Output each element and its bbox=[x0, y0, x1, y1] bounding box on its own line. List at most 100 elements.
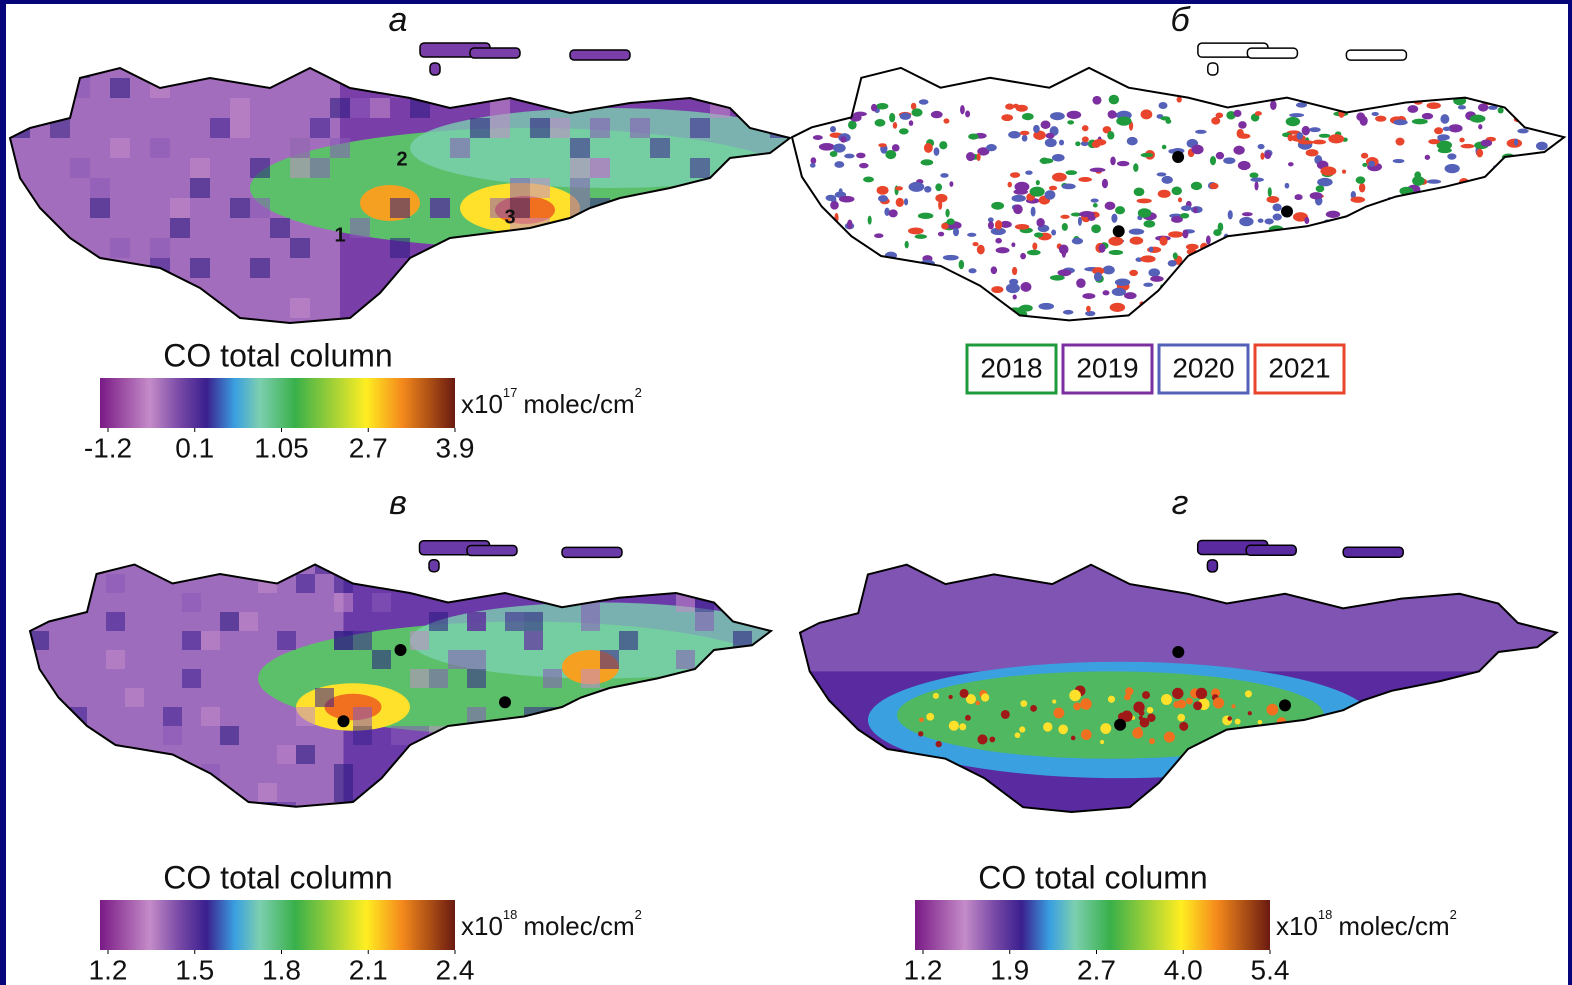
fire-spot bbox=[940, 173, 948, 178]
fire-spot bbox=[844, 154, 854, 159]
fire-spot bbox=[965, 110, 970, 117]
fire-spot bbox=[977, 245, 985, 255]
fire-spot bbox=[1260, 152, 1264, 159]
fire-spot bbox=[1133, 163, 1138, 172]
fire-spot bbox=[1310, 192, 1323, 199]
fire-spot bbox=[1143, 220, 1155, 227]
hot-spot bbox=[1030, 705, 1037, 712]
fire-spot bbox=[1124, 292, 1137, 299]
fire-spot bbox=[1031, 207, 1036, 217]
fire-spot bbox=[1328, 134, 1344, 143]
fire-spot bbox=[1109, 95, 1119, 105]
hot-spot bbox=[1235, 719, 1241, 725]
fire-spot bbox=[1210, 183, 1219, 189]
fire-spot bbox=[973, 242, 979, 246]
fire-spot bbox=[1304, 217, 1309, 224]
fire-spot bbox=[1148, 268, 1160, 277]
fire-spot bbox=[1051, 230, 1056, 236]
fire-spot bbox=[1180, 213, 1189, 219]
grid-cell bbox=[590, 118, 610, 138]
fire-spot bbox=[1041, 120, 1051, 129]
hot-spot bbox=[1172, 688, 1183, 699]
grid-cell bbox=[310, 158, 330, 178]
grid-cell bbox=[182, 669, 201, 688]
hot-spot bbox=[1139, 710, 1145, 716]
island bbox=[467, 546, 517, 556]
fire-spot bbox=[1191, 145, 1203, 155]
fire-spot bbox=[811, 157, 817, 164]
fire-spot bbox=[1140, 255, 1155, 262]
hot-spot bbox=[1193, 701, 1202, 710]
unit-name-exponent: 2 bbox=[1450, 907, 1457, 922]
colorbar-tick-label: 2.1 bbox=[349, 954, 388, 985]
site-dot bbox=[1172, 646, 1184, 658]
grid-cell bbox=[170, 218, 190, 238]
grid-cell bbox=[90, 178, 110, 198]
fire-spot bbox=[1090, 168, 1106, 173]
colorbar-tick-label: 1.2 bbox=[89, 954, 128, 985]
grid-cell bbox=[430, 198, 450, 218]
site-dot bbox=[1172, 151, 1184, 163]
fire-spot bbox=[1250, 177, 1263, 181]
fire-spot bbox=[1117, 161, 1129, 166]
fire-spot bbox=[905, 241, 909, 248]
fire-spot bbox=[1206, 235, 1211, 244]
fire-spot bbox=[1102, 290, 1109, 295]
fire-spot bbox=[1461, 144, 1475, 148]
fire-spot bbox=[1191, 182, 1202, 190]
fire-spot bbox=[1270, 100, 1277, 110]
grid-cell bbox=[296, 574, 315, 593]
grid-cell bbox=[581, 669, 600, 688]
colorbar-tick-label: 1.05 bbox=[254, 432, 309, 463]
fire-spot bbox=[885, 150, 896, 159]
grid-cell bbox=[296, 745, 315, 764]
fire-spot bbox=[968, 268, 976, 273]
hot-spot bbox=[1020, 700, 1027, 707]
fire-spot bbox=[1297, 132, 1303, 139]
fire-spot bbox=[1440, 114, 1449, 124]
fire-spot bbox=[939, 141, 947, 149]
grid-cell bbox=[650, 138, 670, 158]
fire-spot bbox=[1085, 311, 1095, 316]
hot-spot bbox=[1196, 688, 1207, 699]
unit-name: molec/cm bbox=[523, 389, 634, 419]
fire-spot bbox=[1447, 153, 1456, 159]
unit-exponent: 18 bbox=[1318, 907, 1332, 922]
fire-spot bbox=[1317, 178, 1333, 187]
fire-spot bbox=[1075, 141, 1080, 146]
fire-spot bbox=[1422, 113, 1433, 120]
fire-spot bbox=[1045, 190, 1056, 200]
hot-spot bbox=[1001, 710, 1010, 719]
fire-spot bbox=[1536, 142, 1548, 151]
fire-spot bbox=[871, 104, 877, 111]
hot-spot bbox=[959, 723, 966, 730]
fire-spot bbox=[935, 183, 942, 191]
hot-spot bbox=[1043, 722, 1052, 731]
hot-spot bbox=[975, 701, 980, 706]
hot-spot bbox=[1245, 690, 1252, 697]
fire-spot bbox=[1286, 117, 1300, 126]
fire-spot bbox=[859, 163, 869, 168]
fire-spot bbox=[1159, 102, 1168, 109]
grid-cell bbox=[467, 612, 486, 631]
fire-spot bbox=[1036, 180, 1040, 185]
fire-spot bbox=[1368, 161, 1375, 167]
fire-spot bbox=[1412, 119, 1428, 125]
hot-spot bbox=[1073, 703, 1081, 711]
legend-label: 2020 bbox=[1172, 352, 1234, 383]
fire-spot bbox=[1059, 140, 1064, 146]
fire-spot bbox=[1129, 270, 1138, 276]
grid-cell bbox=[190, 258, 210, 278]
fire-spot bbox=[877, 186, 889, 195]
fire-spot bbox=[1129, 229, 1145, 235]
hot-spot bbox=[1161, 694, 1172, 705]
fire-spot bbox=[1218, 222, 1224, 231]
hot-spot bbox=[1231, 704, 1235, 708]
fire-spot bbox=[876, 103, 888, 109]
fire-spot bbox=[995, 238, 1002, 244]
hot-spot bbox=[1019, 726, 1025, 732]
fire-spot bbox=[1020, 131, 1030, 136]
hot-spot bbox=[949, 721, 959, 731]
page: а123CO total columnx1017molec/cm2-1.20.1… bbox=[0, 0, 1572, 985]
